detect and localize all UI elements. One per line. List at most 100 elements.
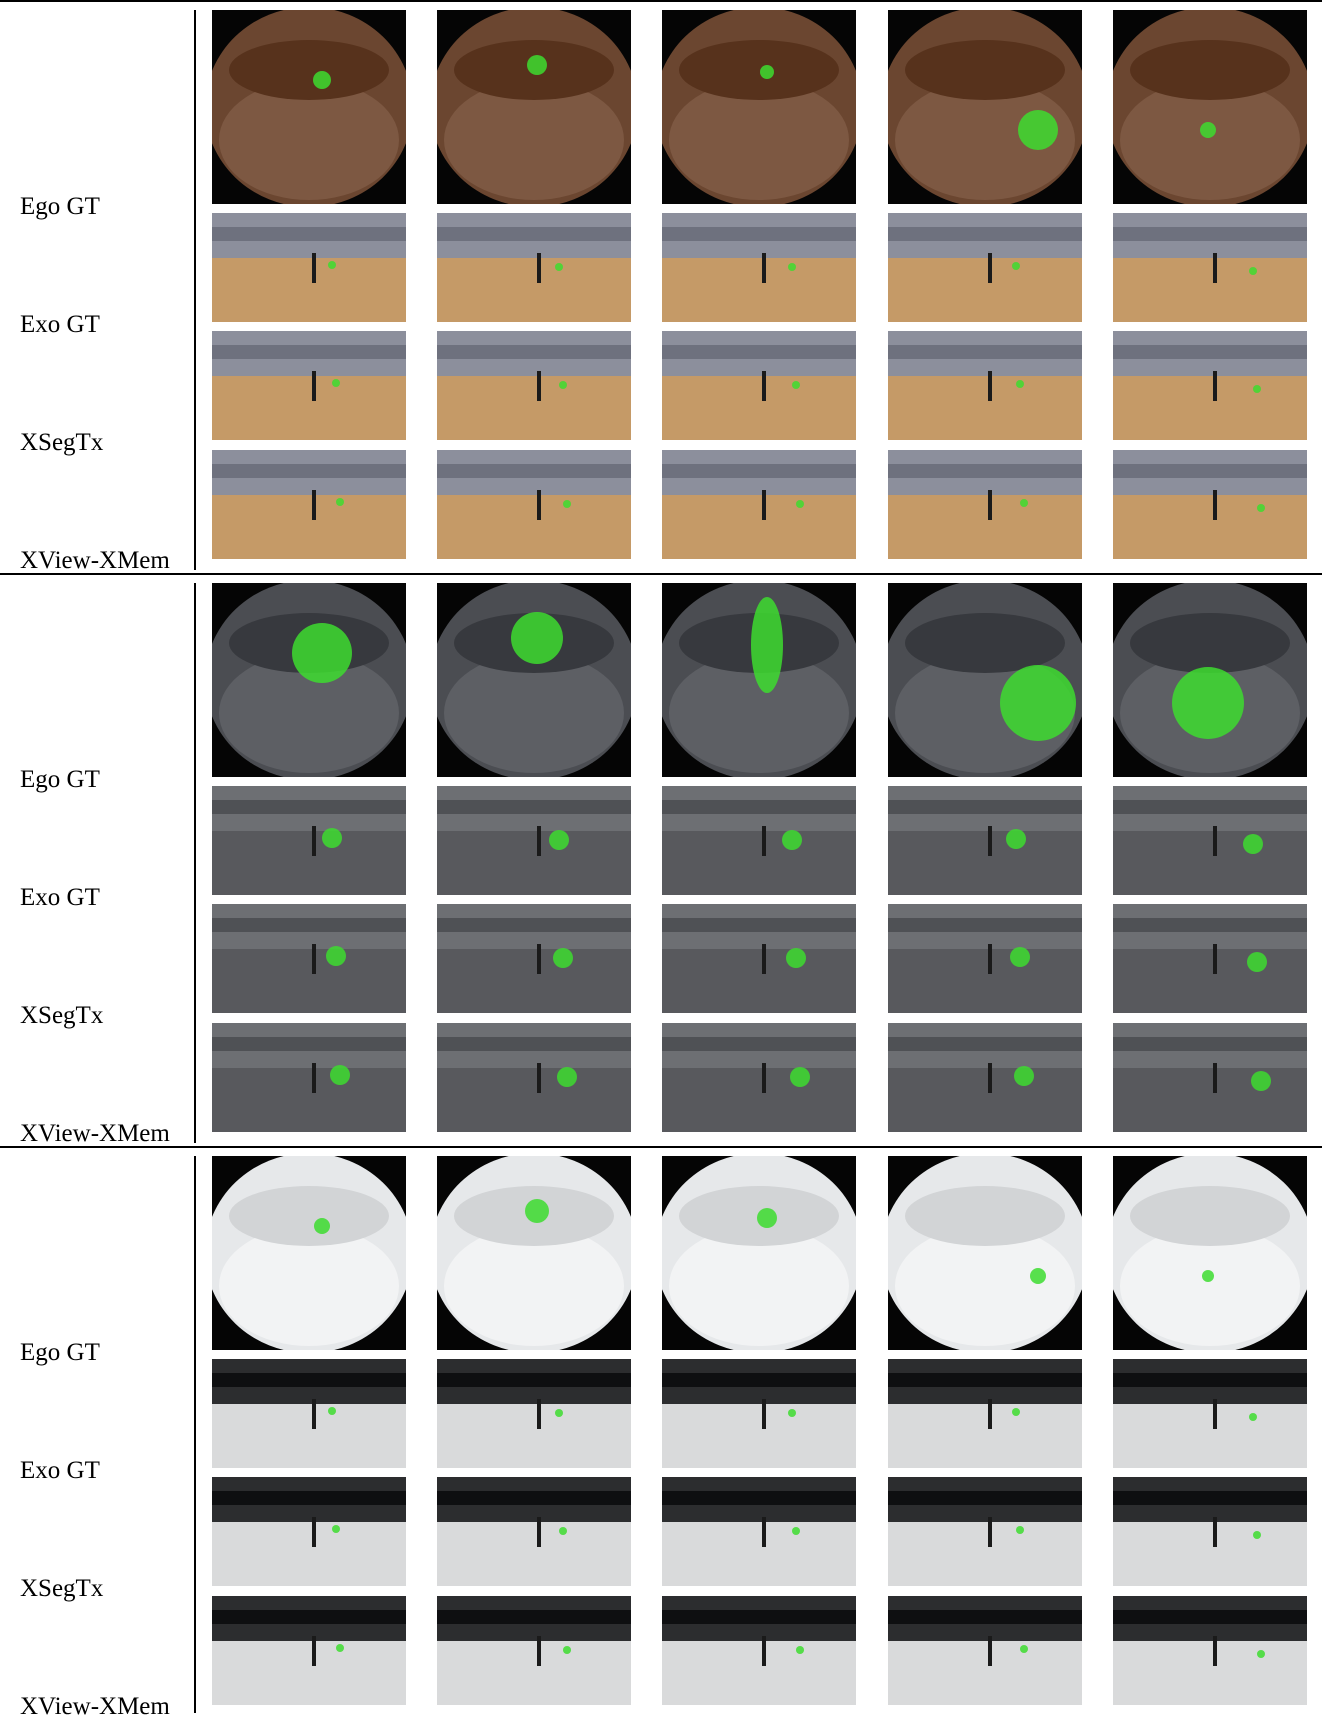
exo-frame [888,1359,1082,1468]
exo-frame [212,1477,406,1586]
segmentation-mask [757,1208,777,1228]
exo-frame [212,1596,406,1705]
exo-frame [212,786,406,895]
ego-frame [662,10,856,204]
exo-frame [888,786,1082,895]
exo-frame [212,904,406,1013]
segmentation-mask [1257,504,1265,512]
segmentation-mask [1253,385,1261,393]
segmentation-mask [559,1527,567,1535]
segmentation-mask [525,1199,549,1223]
exo-frame [888,1596,1082,1705]
label-divider-1 [194,10,196,570]
exo-frame [1113,1596,1307,1705]
row-label: Ego GT [20,1339,100,1366]
segmentation-mask [1018,110,1058,150]
ego-frame [1113,583,1307,777]
row-label: Ego GT [20,193,100,220]
segmentation-mask [796,1646,804,1654]
segmentation-mask [332,379,340,387]
row-label: Exo GT [20,1457,100,1484]
segmentation-mask [563,500,571,508]
segmentation-mask [1251,1071,1271,1091]
segmentation-mask [1010,947,1030,967]
exo-frame [212,331,406,440]
row-label: XView-XMem [20,547,170,574]
segmentation-mask [1020,1645,1028,1653]
segmentation-mask [555,1409,563,1417]
ego-frame [212,10,406,204]
exo-frame [437,1596,631,1705]
segmentation-mask [1016,380,1024,388]
exo-frame [437,450,631,559]
exo-frame [662,450,856,559]
exo-frame [1113,331,1307,440]
exo-frame [888,1477,1082,1586]
ego-frame [888,1156,1082,1350]
segmentation-mask [1253,1531,1261,1539]
exo-frame [437,213,631,322]
exo-frame [888,904,1082,1013]
segmentation-mask [292,623,352,683]
exo-frame [1113,1477,1307,1586]
exo-frame [888,450,1082,559]
ego-frame [662,583,856,777]
exo-frame [888,331,1082,440]
exo-frame [1113,904,1307,1013]
ego-frame [1113,1156,1307,1350]
ego-frame [212,1156,406,1350]
segmentation-mask [1016,1526,1024,1534]
segmentation-mask [563,1646,571,1654]
exo-frame [437,1359,631,1468]
exo-frame [1113,1023,1307,1132]
segmentation-mask [314,1218,330,1234]
segmentation-mask [1202,1270,1214,1282]
segmentation-mask [790,1067,810,1087]
segmentation-mask [788,263,796,271]
segmentation-mask [326,946,346,966]
segmentation-mask [1200,122,1216,138]
segmentation-mask [332,1525,340,1533]
ego-frame [662,1156,856,1350]
ego-frame [437,10,631,204]
segmentation-mask [322,828,342,848]
ego-frame [437,1156,631,1350]
exo-frame [437,1023,631,1132]
segmentation-mask [555,263,563,271]
label-divider-3 [194,1156,196,1713]
exo-frame [212,450,406,559]
row-label: XSegTx [20,429,104,456]
segmentation-mask [1172,667,1244,739]
segmentation-mask [796,500,804,508]
segmentation-mask [751,597,783,693]
ego-frame [437,583,631,777]
row-label: Exo GT [20,884,100,911]
segmentation-mask [328,1407,336,1415]
segmentation-mask [792,381,800,389]
segmentation-mask [1249,267,1257,275]
segmentation-mask [328,261,336,269]
exo-frame [212,1023,406,1132]
exo-frame [662,331,856,440]
segmentation-mask [313,71,331,89]
segmentation-mask [330,1065,350,1085]
exo-frame [662,904,856,1013]
group-divider-1 [0,573,1322,575]
row-label: XSegTx [20,1002,104,1029]
row-label: XView-XMem [20,1120,170,1147]
exo-frame [437,904,631,1013]
segmentation-mask [1012,262,1020,270]
exo-frame [888,1023,1082,1132]
segmentation-mask [760,65,774,79]
ego-frame [1113,10,1307,204]
exo-frame [1113,450,1307,559]
ego-frame [888,10,1082,204]
segmentation-mask [786,948,806,968]
exo-frame [212,213,406,322]
segmentation-mask [1000,665,1076,741]
segmentation-mask [792,1527,800,1535]
segmentation-mask [788,1409,796,1417]
segmentation-mask [1012,1408,1020,1416]
exo-frame [662,1596,856,1705]
exo-frame [662,1023,856,1132]
